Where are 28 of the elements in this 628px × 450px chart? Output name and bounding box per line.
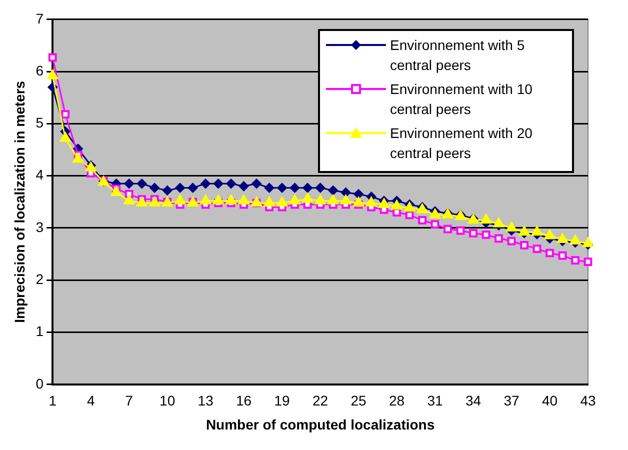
x-tick-label: 13	[198, 392, 214, 409]
x-tick-label: 7	[125, 392, 134, 409]
legend-label: Environnement with 5 central peers	[390, 36, 526, 76]
legend-label: Environnement with 10 central peers	[390, 80, 534, 120]
x-tick-label: 19	[274, 392, 290, 409]
y-tick-label: 4	[36, 166, 44, 183]
x-tick-label: 4	[86, 392, 95, 409]
y-axis-title: Imprecision of localization in meters	[11, 80, 28, 323]
y-tick-label: 7	[36, 10, 44, 26]
x-tick-label: 22	[312, 392, 328, 409]
x-tick-label: 10	[160, 392, 176, 409]
x-tick-label: 28	[388, 392, 405, 409]
x-tick-label: 43	[580, 392, 596, 409]
x-tick-label: 25	[350, 392, 367, 409]
y-tick-label: 2	[36, 270, 44, 287]
y-tick-label: 0	[36, 375, 44, 392]
x-tick-label: 40	[542, 392, 558, 409]
x-tick-label: 37	[504, 392, 520, 409]
y-tick-label: 3	[36, 218, 44, 235]
x-tick-label: 34	[465, 392, 482, 409]
legend-label: Environnement with 20 central peers	[390, 124, 534, 164]
y-tick-label: 5	[36, 114, 44, 131]
x-tick-label: 16	[236, 392, 252, 409]
y-tick-label: 1	[36, 323, 44, 340]
y-tick-label: 6	[36, 62, 44, 78]
x-tick-label: 1	[48, 392, 57, 409]
x-axis-title: Number of computed localizations	[206, 416, 435, 432]
x-tick-label: 31	[427, 392, 444, 409]
